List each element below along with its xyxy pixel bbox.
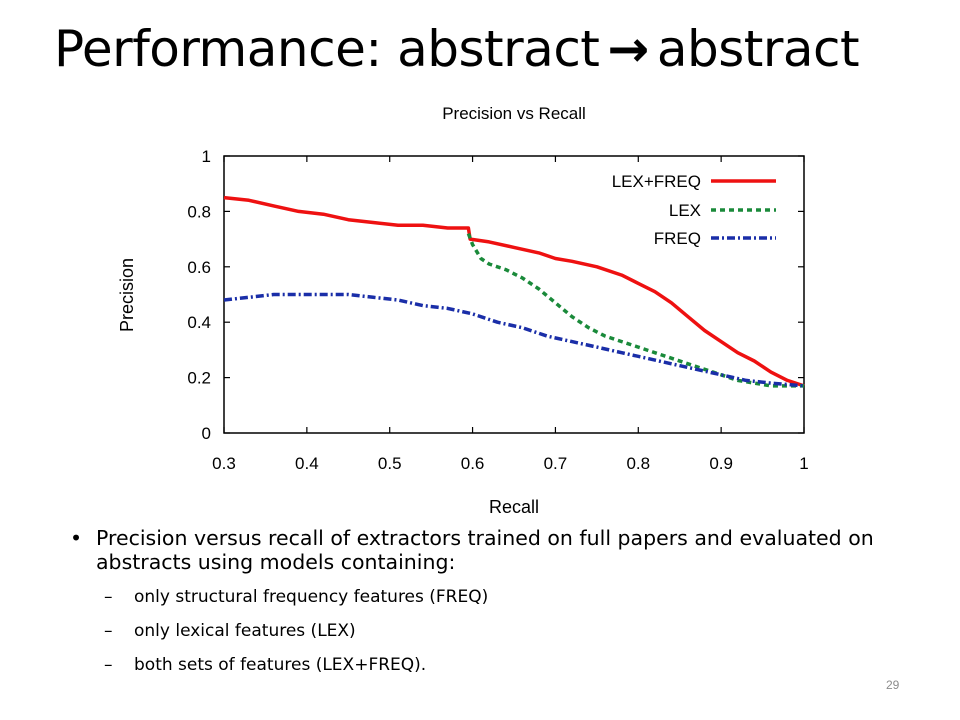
legend-label: LEX+FREQ	[612, 172, 701, 191]
series-line-freq	[223, 292, 805, 388]
dash-icon: –	[104, 621, 113, 641]
bullet-dot-icon: •	[70, 526, 83, 550]
y-tick-label: 0.2	[187, 369, 211, 388]
sub-bullet: – both sets of features (LEX+FREQ).	[70, 654, 890, 676]
x-tick-label: 0.4	[295, 454, 319, 473]
y-tick-label: 0	[202, 424, 211, 443]
x-tick-label: 0.6	[461, 454, 485, 473]
x-tick-label: 0.3	[212, 454, 236, 473]
x-axis-label: Recall	[489, 497, 539, 517]
title-text-right: abstract	[656, 20, 860, 78]
dash-icon: –	[104, 587, 113, 607]
right-arrow-icon: →	[607, 20, 649, 78]
y-tick-label: 0.8	[187, 202, 211, 221]
y-tick-label: 0.4	[187, 313, 211, 332]
legend-label: FREQ	[654, 229, 701, 248]
x-tick-label: 1	[799, 454, 808, 473]
main-bullet: • Precision versus recall of extractors …	[70, 526, 890, 574]
sub-bullet: – only structural frequency features (FRE…	[70, 586, 890, 608]
chart-title: Precision vs Recall	[442, 104, 586, 123]
x-tick-label: 0.8	[626, 454, 650, 473]
plot-frame	[223, 155, 805, 434]
series-line-lex-freq	[223, 195, 805, 388]
page-number: 29	[886, 678, 900, 692]
legend-label: LEX	[669, 201, 701, 220]
x-tick-label: 0.7	[544, 454, 568, 473]
slide-title: Performance: abstract → abstract	[54, 20, 860, 78]
y-tick-label: 0.6	[187, 258, 211, 277]
sub-bullet-text: only lexical features (LEX)	[134, 621, 356, 641]
y-tick-label: 1	[202, 147, 211, 166]
x-tick-label: 0.9	[709, 454, 733, 473]
bullet-list: • Precision versus recall of extractors …	[70, 526, 890, 676]
main-bullet-text: Precision versus recall of extractors tr…	[96, 526, 874, 574]
sub-bullet-text: both sets of features (LEX+FREQ).	[134, 655, 427, 675]
sub-bullet-list: – only structural frequency features (FRE…	[70, 586, 890, 676]
sub-bullet: – only lexical features (LEX)	[70, 620, 890, 642]
dash-icon: –	[104, 655, 113, 675]
title-text-left: Performance: abstract	[54, 20, 600, 78]
x-tick-label: 0.5	[378, 454, 402, 473]
y-axis-label: Precision	[117, 258, 137, 332]
series-line-lex	[466, 232, 804, 388]
sub-bullet-text: only structural frequency features (FREQ…	[134, 587, 489, 607]
